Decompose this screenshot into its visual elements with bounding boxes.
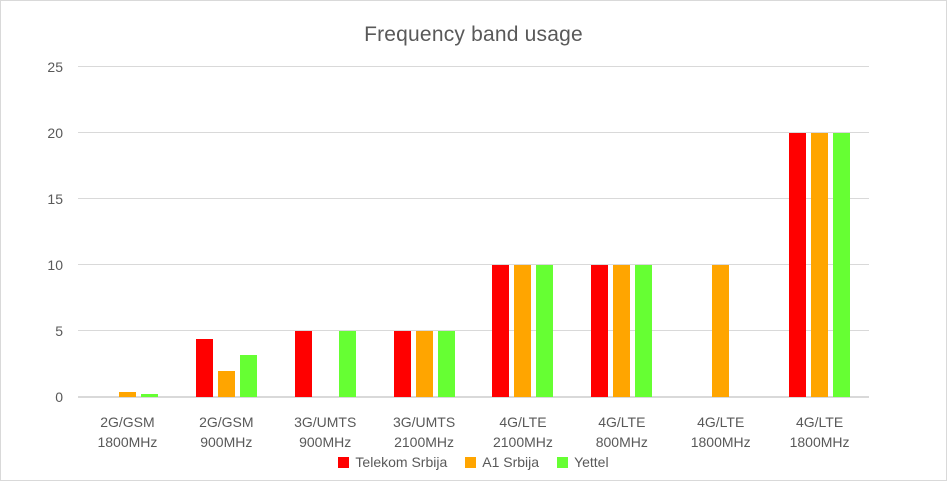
x-axis-category-label: 4G/LTE 1800MHz: [789, 414, 850, 450]
bar-a1-srbija: [613, 265, 631, 397]
gridline-25: [78, 66, 869, 67]
bar-yettel: [140, 394, 158, 397]
gridline-5: [78, 330, 869, 331]
legend-swatch-icon: [557, 456, 569, 468]
bar-telekom-srbija: [492, 265, 510, 397]
legend-label: A1 Srbija: [482, 454, 540, 470]
y-axis-tick-label: 25: [47, 59, 63, 75]
bar-a1-srbija: [415, 331, 433, 397]
bar-telekom-srbija: [393, 331, 411, 397]
bar-a1-srbija: [514, 265, 532, 397]
bar-a1-srbija: [217, 370, 235, 397]
gridline-20: [78, 132, 869, 133]
bar-yettel: [239, 354, 257, 397]
chart-title: Frequency band usage: [364, 23, 583, 46]
x-axis-category-label: 2G/GSM 1800MHz: [97, 414, 158, 450]
bar-yettel: [833, 133, 851, 397]
y-axis-tick-label: 15: [47, 191, 63, 207]
bar-telekom-srbija: [294, 331, 312, 397]
x-axis-line: [78, 396, 869, 398]
legend-label: Yettel: [574, 454, 609, 470]
x-axis-category-label: 3G/UMTS 2100MHz: [392, 414, 456, 450]
bar-a1-srbija: [811, 133, 829, 397]
legend-item-telekom-srbija: Telekom Srbija: [338, 454, 447, 470]
bar-yettel: [536, 265, 554, 397]
y-axis-tick-label: 20: [47, 125, 63, 141]
x-axis-category-label: 4G/LTE 2100MHz: [492, 414, 553, 450]
bar-telekom-srbija: [195, 338, 213, 397]
legend-swatch-icon: [465, 456, 477, 468]
x-axis-category-label: 4G/LTE 800MHz: [595, 414, 648, 450]
chart-legend: Telekom Srbija A1 Srbija Yettel: [1, 454, 946, 470]
bar-telekom-srbija: [789, 133, 807, 397]
x-axis-category-label: 2G/GSM 900MHz: [199, 414, 254, 450]
gridline-10: [78, 264, 869, 265]
x-axis-category-label: 4G/LTE 1800MHz: [690, 414, 751, 450]
bar-yettel: [338, 331, 356, 397]
x-axis-category-label: 3G/UMTS 900MHz: [294, 414, 357, 450]
bar-telekom-srbija: [591, 265, 609, 397]
legend-item-a1-srbija: A1 Srbija: [465, 454, 539, 470]
bar-a1-srbija: [712, 265, 730, 397]
gridline-15: [78, 198, 869, 199]
legend-label: Telekom Srbija: [355, 454, 448, 470]
y-axis-tick-label: 0: [55, 389, 63, 405]
y-axis-tick-label: 10: [47, 257, 63, 273]
bar-a1-srbija: [118, 391, 136, 397]
legend-swatch-icon: [338, 456, 350, 468]
legend-item-yettel: Yettel: [557, 454, 609, 470]
bar-yettel: [437, 331, 455, 397]
y-axis-tick-label: 5: [55, 323, 63, 339]
bar-yettel: [635, 265, 653, 397]
